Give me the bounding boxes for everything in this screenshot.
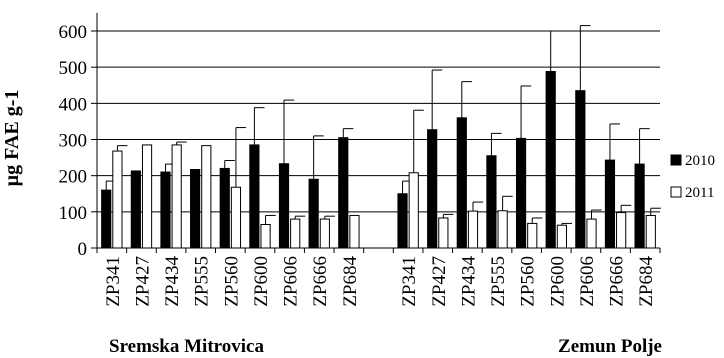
legend-swatch-2011 [670,186,682,198]
bar-2010 [338,137,349,249]
bar-2010 [486,155,497,249]
category-label: ZP606 [577,256,598,307]
bar-2011 [408,172,419,249]
bar-2011 [141,144,153,249]
y-tick-label: 200 [59,167,88,188]
bar-2011 [586,218,597,249]
bar-2010 [456,117,467,249]
legend-label-2010: 2010 [685,153,715,169]
labels: 0 100 200 300 400 500 600 ZP341 ZP427 ZP434 ZP555 Z… [59,22,663,357]
axes [91,12,661,253]
bar-2011 [349,214,360,249]
bar-2011 [556,224,567,249]
y-tick-label: 400 [59,94,88,115]
bar-2011 [497,210,508,249]
y-tick-label: 300 [59,131,88,152]
bar-2010 [427,129,438,249]
category-label: ZP666 [310,256,331,307]
category-label: ZP684 [636,256,657,307]
category-label: ZP434 [458,256,479,307]
y-tick-label: 100 [59,203,88,224]
category-label: ZP666 [607,256,628,307]
category-label: ZP427 [132,256,153,307]
group-label: Zemun Polje [558,336,662,357]
category-label: ZP434 [162,256,183,307]
bar-2011 [171,144,182,249]
group-label: Sremska Mitrovica [109,336,264,357]
legend: 2010 2011 [670,153,715,201]
y-tick-label: 0 [78,239,88,260]
bar-2011 [112,150,123,249]
bar-2010 [219,167,230,249]
bar-2010 [249,144,260,249]
category-label: ZP341 [103,256,124,307]
bar-2010 [515,137,527,249]
bar-2010 [101,189,112,249]
y-tick-label: 600 [59,22,88,43]
category-label: ZP555 [192,256,213,307]
bar-2011 [616,212,627,249]
bars [101,25,661,249]
category-label: ZP606 [281,256,302,307]
category-label: ZP600 [251,256,272,307]
bar-2010 [278,163,290,249]
bar-2010 [545,71,556,249]
bar-2011 [290,218,301,249]
bar-2010 [575,90,586,249]
bar-2011 [467,210,479,249]
y-axis-label: µg FAE g-1 [1,90,23,187]
bar-2010 [634,163,645,249]
legend-swatch-2010 [670,154,682,166]
legend-label-2011: 2011 [685,185,714,201]
category-label: ZP600 [547,256,568,307]
bar-2010 [160,171,171,249]
category-label: ZP684 [340,256,361,307]
category-label: ZP341 [399,256,420,307]
y-tick-label: 500 [59,58,88,79]
category-label: ZP560 [221,256,242,307]
bar-2010 [130,170,141,249]
category-label: ZP560 [518,256,539,307]
bar-2011 [201,145,212,249]
bar-2010 [397,193,408,249]
bar-2010 [308,178,319,249]
bar-2011 [260,223,271,249]
category-label: ZP427 [429,256,450,307]
category-label: ZP555 [488,256,509,307]
bar-2010 [604,159,616,249]
bar-2011 [645,214,656,249]
bar-2011 [527,222,538,249]
bar-2011 [319,218,330,249]
bar-2011 [438,217,449,249]
bar-2010 [190,169,201,249]
bar-2011 [230,186,242,249]
